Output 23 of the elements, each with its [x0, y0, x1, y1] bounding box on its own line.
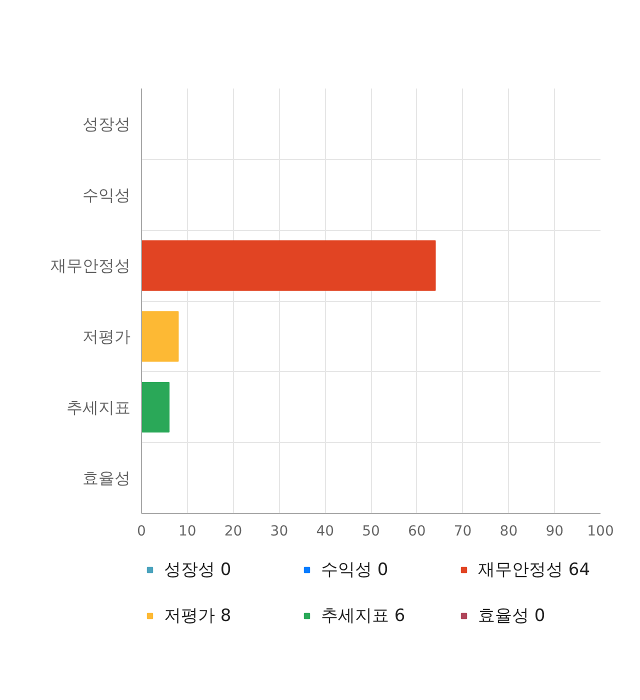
- x-tick-label: 40: [316, 524, 334, 540]
- legend-label: 수익성 0: [321, 558, 390, 582]
- legend-label: 효율성 0: [478, 604, 546, 628]
- y-tick-label: 수익성: [82, 185, 130, 204]
- y-tick-label: 저평가: [82, 326, 130, 346]
- legend-label: 추세지표 6: [321, 604, 406, 628]
- x-tick-label: 70: [454, 524, 472, 540]
- x-tick-label: 10: [178, 524, 196, 540]
- x-tick-label: 50: [362, 524, 380, 540]
- legend-label: 재무안정성 64: [478, 558, 592, 582]
- legend-label: 성장성 0: [164, 558, 232, 582]
- x-tick-label: 0: [137, 524, 146, 540]
- x-tick-label: 30: [270, 524, 288, 540]
- x-tick-label: 100: [587, 524, 614, 540]
- x-tick-label: 90: [546, 524, 564, 540]
- x-tick-label: 60: [408, 524, 426, 540]
- y-tick-label: 효율성: [82, 468, 130, 488]
- x-tick-label: 80: [500, 524, 518, 540]
- legend-label: 저평가 8: [164, 604, 232, 628]
- y-tick-label: 성장성: [82, 114, 130, 134]
- y-tick-label: 추세지표: [66, 398, 130, 417]
- y-tick-label: 재무안정성: [50, 256, 130, 276]
- x-tick-label: 20: [224, 524, 242, 540]
